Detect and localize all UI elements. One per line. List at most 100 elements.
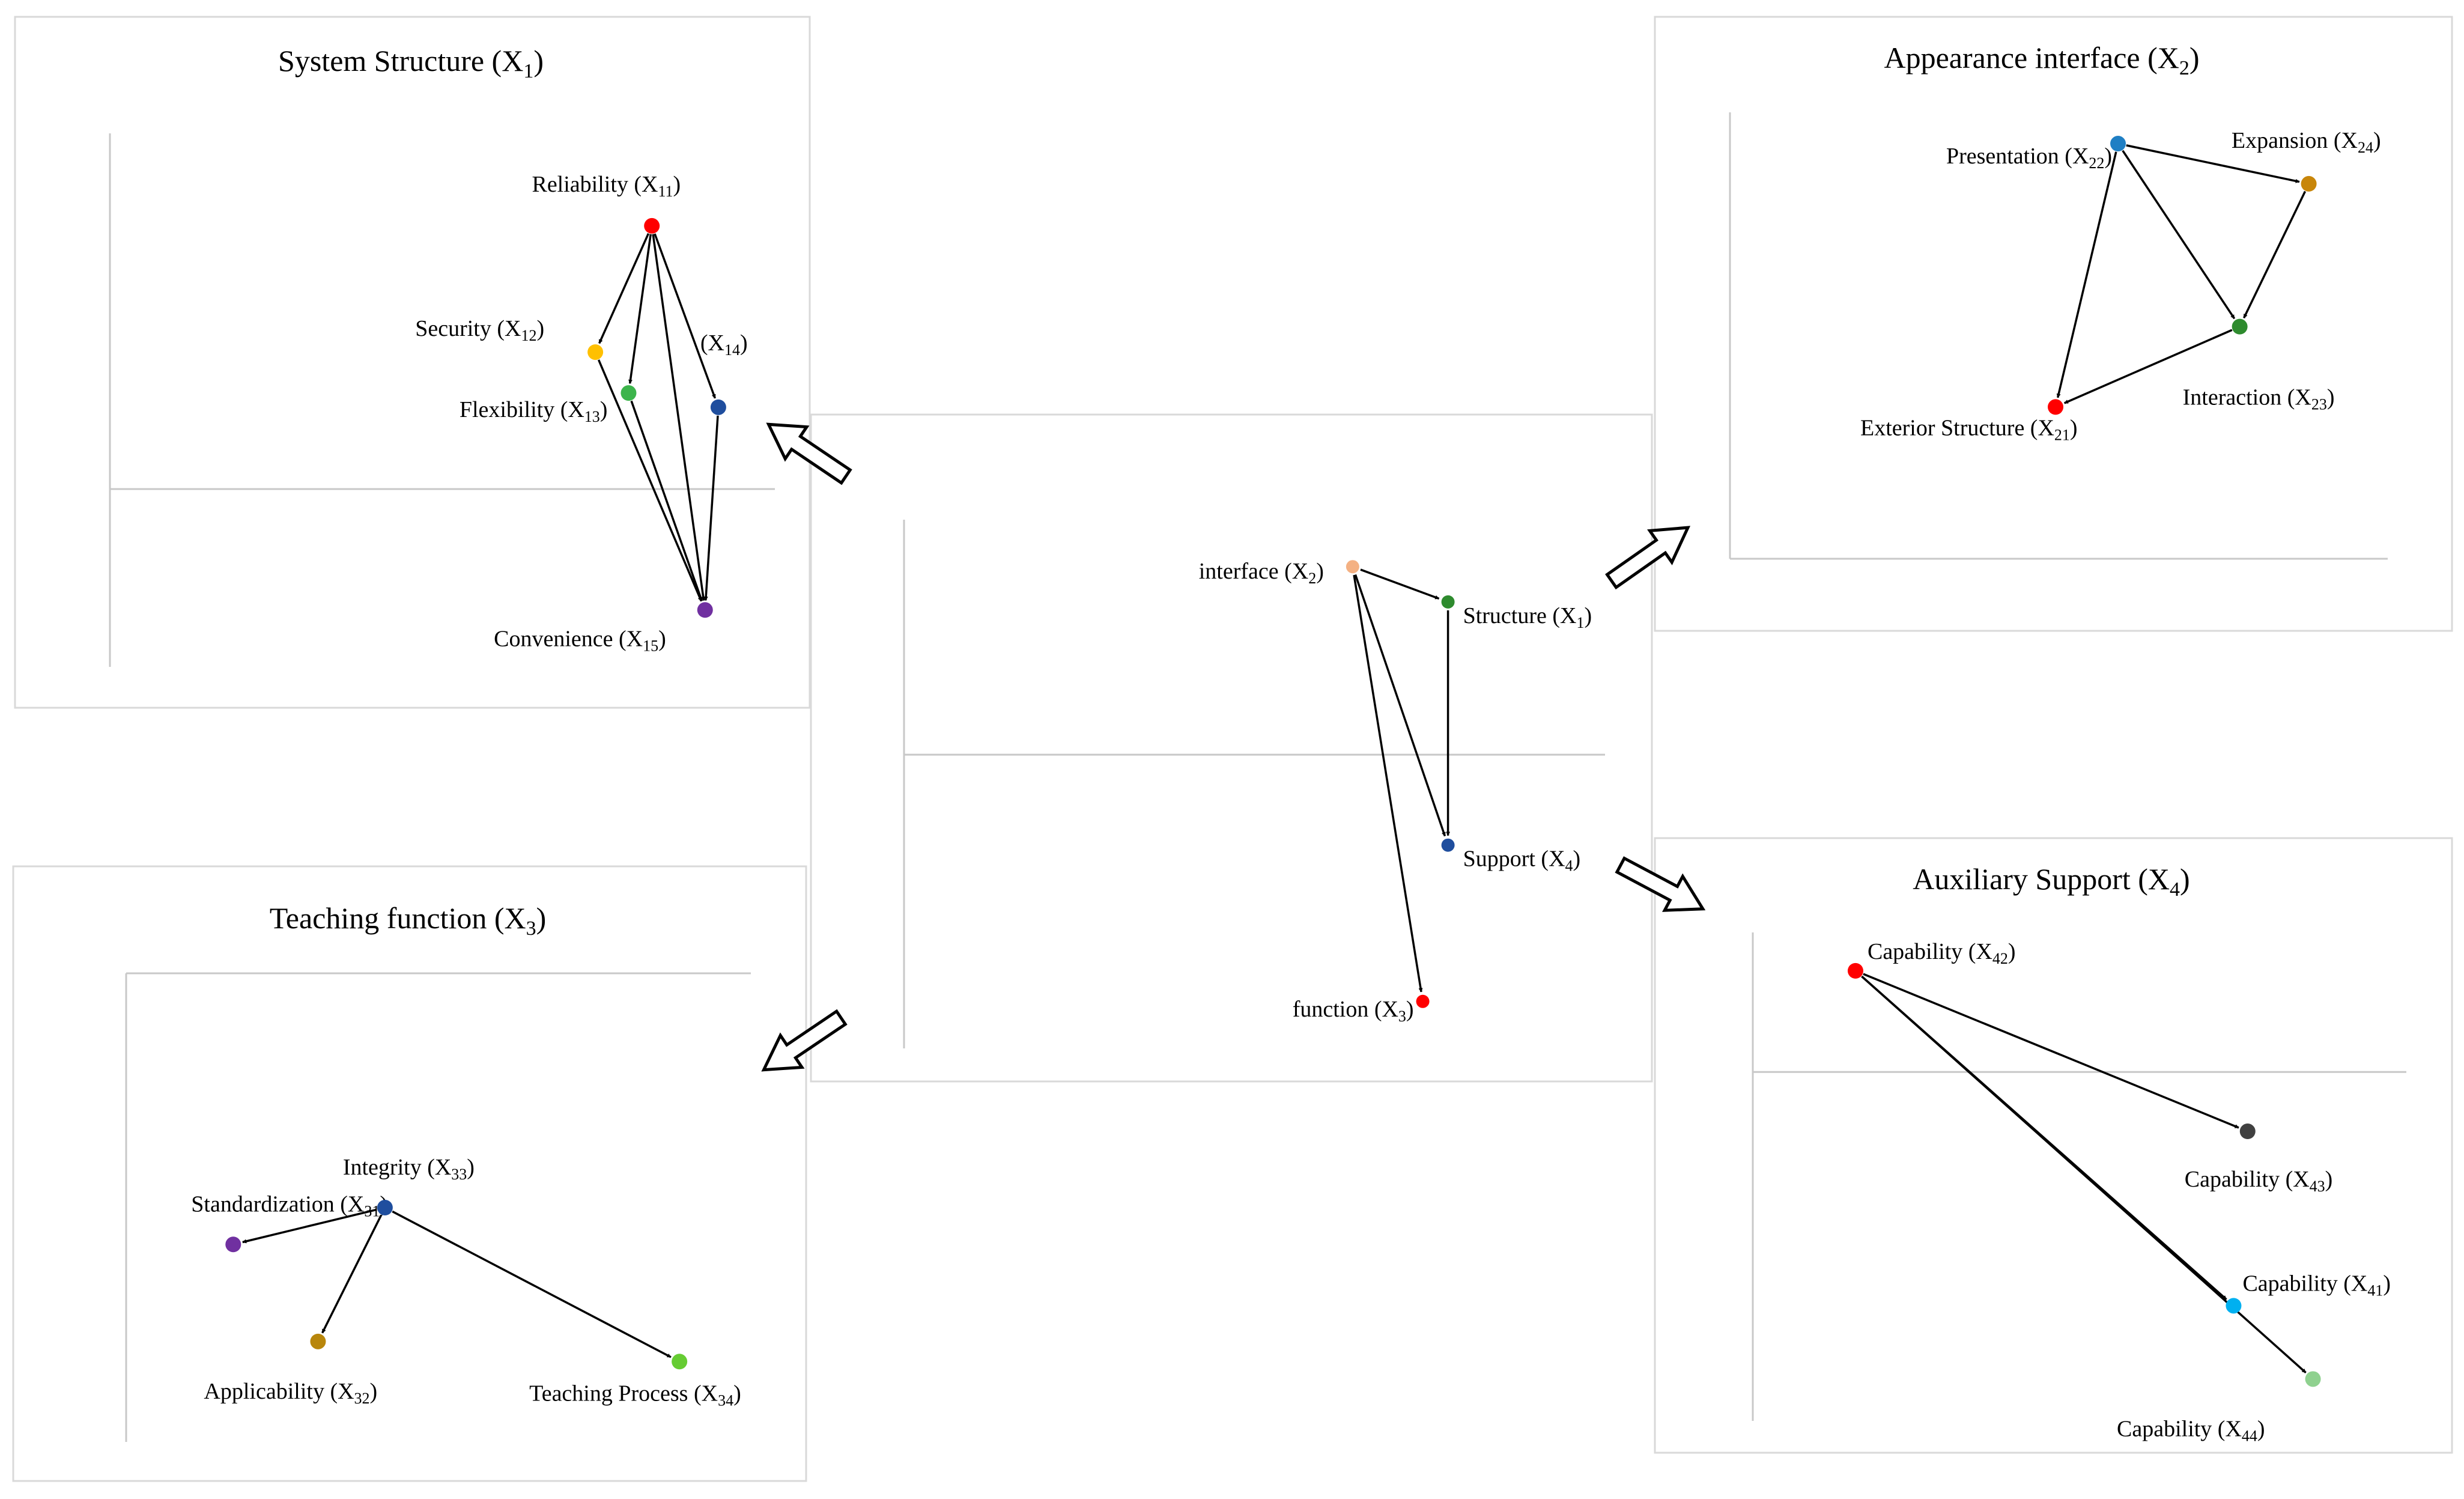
relation-arrow xyxy=(654,233,717,399)
point-label-line2: Capability (X43) xyxy=(2185,1167,2333,1195)
block-arrow-to-x1 xyxy=(766,422,852,485)
data-point xyxy=(2232,318,2248,335)
relation-arrow xyxy=(598,233,650,344)
chart-title-x3: Teaching function (X3) xyxy=(270,901,547,940)
panel-main xyxy=(810,413,1653,1083)
chart-main: interface (X2) Structure (X1) Support (X4)… xyxy=(810,413,1653,1083)
point-label: Flexibility (X13) xyxy=(460,397,608,425)
relation-arrow xyxy=(2243,190,2307,318)
point-label-line2: Reliability (X11) xyxy=(532,172,681,200)
point-label: interface (X2) xyxy=(1199,559,1324,587)
relation-arrow xyxy=(2063,329,2233,404)
relation-arrow xyxy=(242,1208,377,1244)
point-label-line2: Security (X12) xyxy=(415,316,544,344)
point-label: Capability (X41) xyxy=(2242,1271,2391,1299)
data-point xyxy=(2226,1298,2242,1314)
point-label: Support (X4) xyxy=(1463,847,1581,875)
relation-arrow xyxy=(2056,151,2117,398)
relation-arrow xyxy=(1353,574,1423,993)
data-point xyxy=(587,344,604,360)
point-label-line2: Support (X4) xyxy=(1463,847,1581,875)
point-label-line2: Applicability (X32) xyxy=(204,1379,377,1407)
data-point xyxy=(1416,994,1430,1008)
relation-arrow xyxy=(321,1214,383,1334)
point-label: Capability (X43) xyxy=(2185,1167,2333,1195)
point-label-line3: (X14) xyxy=(700,330,748,359)
point-label: Teaching Process (X34) xyxy=(529,1381,741,1409)
data-point xyxy=(621,385,637,401)
data-point xyxy=(2110,136,2126,152)
data-point xyxy=(225,1236,241,1253)
data-point xyxy=(2239,1123,2256,1140)
chart-title-x2: Appearance interface (X2) xyxy=(1884,41,2200,79)
point-label-line2: Standardization (X31) xyxy=(191,1191,387,1220)
relation-arrow xyxy=(392,1210,672,1358)
point-label: Standardization (X31) xyxy=(191,1191,387,1220)
point-label: Integrity (X33) xyxy=(343,1155,475,1183)
data-point xyxy=(697,602,713,618)
data-point xyxy=(377,1200,393,1215)
data-point xyxy=(310,1333,326,1349)
block-arrow-to-x3 xyxy=(761,1009,848,1072)
point-label-line2: Interaction (X23) xyxy=(2183,385,2335,413)
point-label: Structure (X1) xyxy=(1463,603,1592,631)
point-label: Presentation (X22) xyxy=(1946,144,2112,172)
point-label: Capability (X42) xyxy=(1868,939,2016,967)
point-label: Applicability (X32) xyxy=(204,1379,377,1407)
point-label-line2: Presentation (X22) xyxy=(1946,144,2112,172)
point-label: function (X3) xyxy=(1293,997,1414,1025)
chart-title-x4: Auxiliary Support (X4) xyxy=(1913,862,2189,901)
point-label: Reliability (X11) xyxy=(532,172,681,200)
relation-arrow xyxy=(597,359,703,602)
data-point xyxy=(1346,560,1359,574)
point-label: Convenience (X15) xyxy=(494,626,666,654)
data-point xyxy=(710,399,726,415)
point-label-line2: Teaching Process (X34) xyxy=(529,1381,741,1409)
relation-arrow xyxy=(2126,144,2300,183)
panel-x3 xyxy=(12,865,807,1482)
relation-arrow xyxy=(703,415,719,601)
point-label-line2: Structure (X1) xyxy=(1463,603,1592,631)
chart-x4: Auxiliary Support (X4) Capability (X41) Ca… xyxy=(1654,837,2453,1454)
block-arrow-to-x2 xyxy=(1605,526,1691,590)
chart-x3: Teaching function (X3) Standardization (X… xyxy=(12,865,807,1482)
point-label-line2: Capability (X42) xyxy=(1868,939,2016,967)
point-label: Capability (X44) xyxy=(2117,1416,2265,1444)
point-label: Expansion (X24) xyxy=(2232,128,2381,156)
point-label-line2: Capability (X44) xyxy=(2117,1416,2265,1444)
block-arrow-to-x4 xyxy=(1615,856,1706,912)
chart-x1: System Structure (X1) Reliability (X11) Se… xyxy=(14,16,811,709)
connector-arrows xyxy=(761,422,1706,1072)
panel-x2 xyxy=(1654,16,2453,632)
point-label: (X14) xyxy=(700,330,748,359)
data-point xyxy=(672,1354,688,1370)
point-label-line2: Capability (X41) xyxy=(2242,1271,2391,1299)
panel-x1 xyxy=(14,16,811,709)
point-label-line2: Convenience (X15) xyxy=(494,626,666,654)
data-point xyxy=(2305,1371,2321,1387)
relation-arrow xyxy=(1354,574,1446,837)
point-label-line2: Expansion (X24) xyxy=(2232,128,2381,156)
data-point xyxy=(1441,838,1455,852)
point-label-line2: Flexibility (X13) xyxy=(460,397,608,425)
point-label: Security (X12) xyxy=(415,316,544,344)
relation-arrow xyxy=(652,234,706,601)
relation-arrow xyxy=(1360,568,1440,600)
point-label-line2: Exterior Structure (X21) xyxy=(1860,415,2078,443)
data-point xyxy=(2048,399,2064,415)
chart-x2: Appearance interface (X2) Exterior Struct… xyxy=(1654,16,2453,632)
point-label: Exterior Structure (X21) xyxy=(1860,415,2078,443)
point-label-line2: interface (X2) xyxy=(1199,559,1324,587)
chart-title-x1: System Structure (X1) xyxy=(278,44,544,82)
relation-arrow xyxy=(628,234,652,385)
point-label: Interaction (X23) xyxy=(2183,385,2335,413)
data-point xyxy=(2301,175,2317,192)
data-point xyxy=(1441,595,1455,609)
point-label-line2: function (X3) xyxy=(1293,997,1414,1025)
relation-arrow xyxy=(630,400,703,601)
relation-arrow xyxy=(1863,973,2239,1129)
relation-arrow xyxy=(2122,150,2236,320)
point-label-line2: Integrity (X33) xyxy=(343,1155,475,1183)
data-point xyxy=(644,217,660,234)
